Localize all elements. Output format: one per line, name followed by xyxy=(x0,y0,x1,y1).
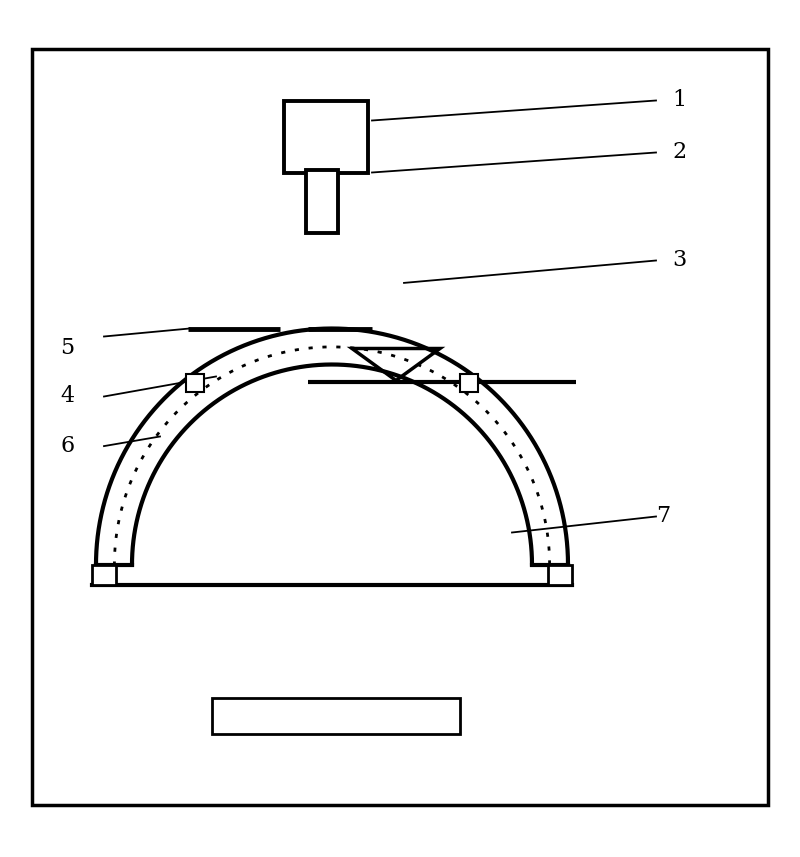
Text: 3: 3 xyxy=(672,249,686,272)
Text: 1: 1 xyxy=(672,89,686,111)
Bar xyxy=(212,698,460,734)
Bar xyxy=(92,565,116,584)
Bar xyxy=(306,170,338,232)
Text: 4: 4 xyxy=(60,386,74,407)
Text: 5: 5 xyxy=(60,338,74,359)
Bar xyxy=(548,565,572,584)
Text: 2: 2 xyxy=(672,141,686,164)
Text: 7: 7 xyxy=(656,506,670,528)
Text: 6: 6 xyxy=(60,435,74,457)
Bar xyxy=(186,375,204,392)
Bar xyxy=(460,375,478,392)
Bar xyxy=(284,100,368,172)
Polygon shape xyxy=(352,349,440,381)
